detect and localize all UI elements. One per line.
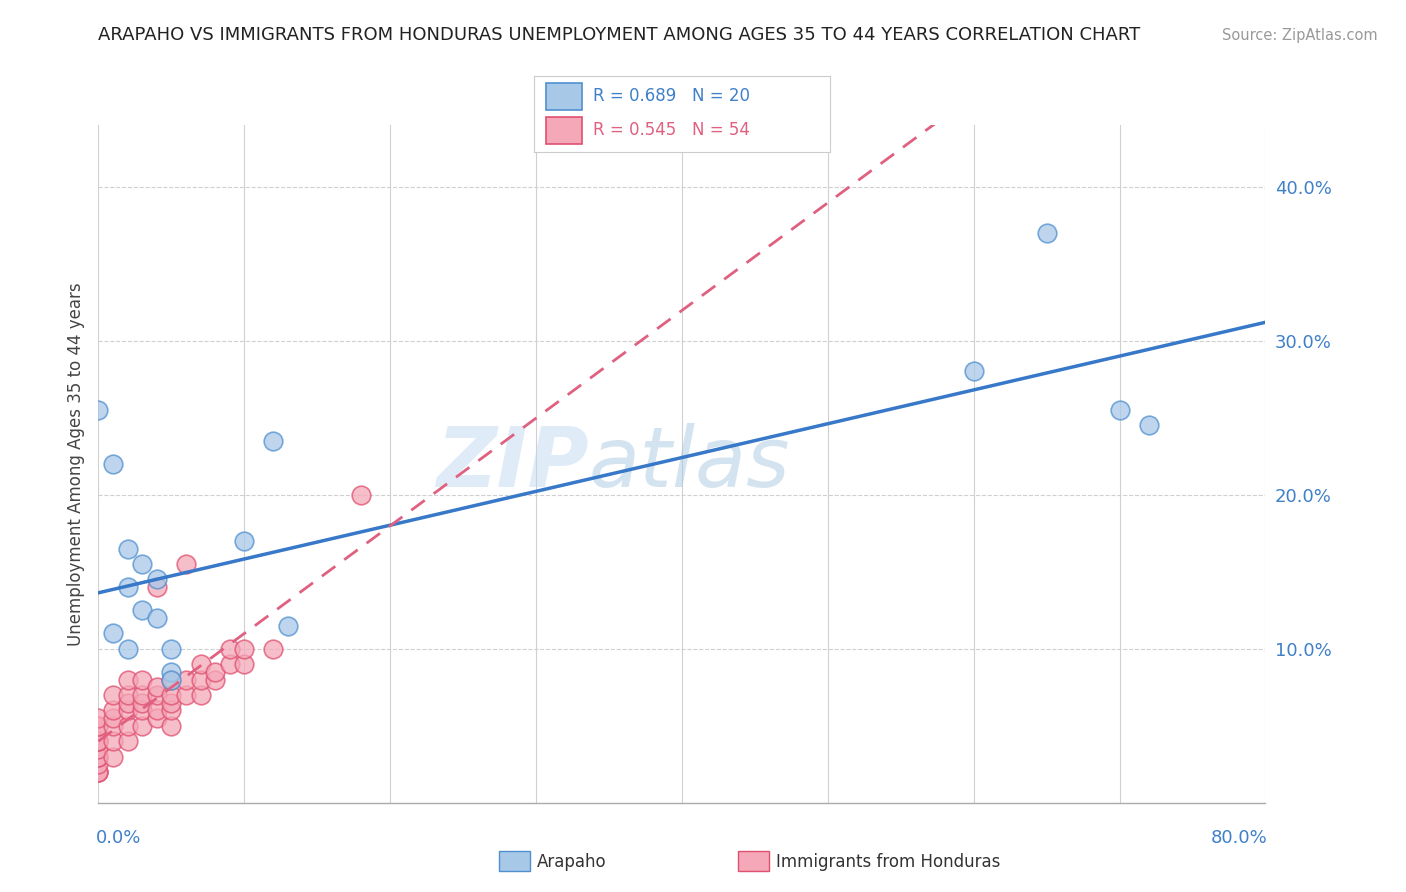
Point — [117, 641, 139, 656]
Point — [160, 673, 183, 687]
Bar — [546, 117, 582, 144]
Text: 0.0%: 0.0% — [96, 830, 142, 847]
Point — [87, 749, 110, 764]
Point — [87, 734, 110, 748]
Point — [233, 641, 256, 656]
Point — [204, 665, 226, 679]
Text: R = 0.545   N = 54: R = 0.545 N = 54 — [593, 121, 751, 139]
Point — [233, 657, 256, 672]
Point — [87, 403, 110, 417]
Point — [160, 703, 183, 717]
Point — [174, 557, 197, 571]
Point — [87, 749, 110, 764]
Point — [131, 557, 153, 571]
Text: ARAPAHO VS IMMIGRANTS FROM HONDURAS UNEMPLOYMENT AMONG AGES 35 TO 44 YEARS CORRE: ARAPAHO VS IMMIGRANTS FROM HONDURAS UNEM… — [98, 26, 1140, 44]
Point — [218, 641, 240, 656]
Point — [117, 541, 139, 556]
Point — [131, 719, 153, 733]
Point — [160, 641, 183, 656]
Point — [101, 711, 124, 725]
Point — [146, 611, 169, 625]
Point — [131, 696, 153, 710]
Point — [262, 641, 284, 656]
Point — [101, 626, 124, 640]
Point — [160, 665, 183, 679]
Point — [117, 703, 139, 717]
Point — [350, 488, 373, 502]
Point — [262, 434, 284, 448]
Point — [117, 734, 139, 748]
Point — [131, 703, 153, 717]
Point — [87, 757, 110, 772]
Point — [190, 673, 212, 687]
Point — [131, 673, 153, 687]
Text: Immigrants from Honduras: Immigrants from Honduras — [776, 853, 1001, 871]
Point — [101, 734, 124, 748]
Point — [101, 749, 124, 764]
Point — [131, 603, 153, 617]
Point — [174, 673, 197, 687]
Point — [101, 703, 124, 717]
Point — [87, 719, 110, 733]
Point — [204, 673, 226, 687]
Point — [117, 688, 139, 702]
Point — [146, 573, 169, 587]
Point — [87, 764, 110, 779]
Point — [117, 673, 139, 687]
Point — [160, 719, 183, 733]
Text: Arapaho: Arapaho — [537, 853, 607, 871]
Text: atlas: atlas — [589, 424, 790, 504]
Text: Source: ZipAtlas.com: Source: ZipAtlas.com — [1222, 29, 1378, 43]
Point — [117, 580, 139, 594]
Y-axis label: Unemployment Among Ages 35 to 44 years: Unemployment Among Ages 35 to 44 years — [66, 282, 84, 646]
Point — [277, 618, 299, 632]
Point — [1137, 418, 1160, 433]
Point — [87, 734, 110, 748]
Point — [146, 703, 169, 717]
Point — [190, 688, 212, 702]
Point — [101, 688, 124, 702]
Point — [87, 711, 110, 725]
Point — [190, 657, 212, 672]
Point — [146, 711, 169, 725]
Point — [87, 764, 110, 779]
Point — [160, 673, 183, 687]
Text: ZIP: ZIP — [436, 424, 589, 504]
Point — [87, 734, 110, 748]
Point — [87, 764, 110, 779]
Point — [117, 696, 139, 710]
Point — [101, 457, 124, 471]
Point — [962, 364, 984, 378]
Point — [146, 580, 169, 594]
Point — [233, 533, 256, 548]
Bar — [546, 83, 582, 110]
Point — [87, 719, 110, 733]
Point — [174, 688, 197, 702]
Point — [1108, 403, 1130, 417]
Point — [160, 696, 183, 710]
Point — [131, 688, 153, 702]
Point — [117, 719, 139, 733]
Point — [160, 688, 183, 702]
Point — [101, 719, 124, 733]
Point — [1035, 226, 1057, 240]
Point — [146, 680, 169, 694]
Point — [87, 742, 110, 756]
Text: 80.0%: 80.0% — [1211, 830, 1268, 847]
Point — [146, 688, 169, 702]
Text: R = 0.689   N = 20: R = 0.689 N = 20 — [593, 87, 751, 105]
Point — [218, 657, 240, 672]
